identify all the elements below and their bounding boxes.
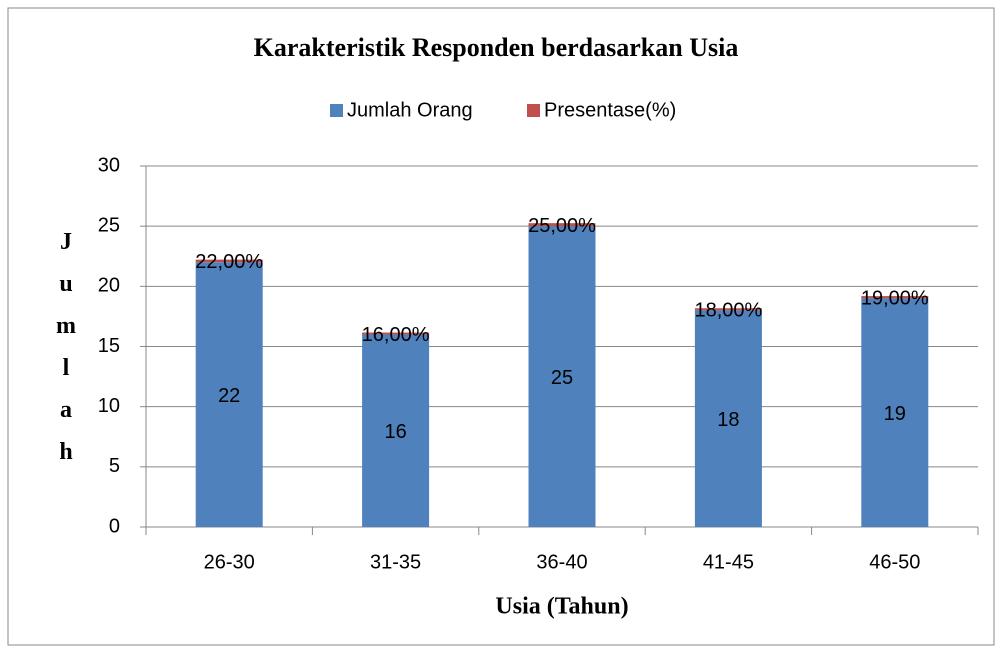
data-label: 25,00% (528, 215, 596, 237)
data-label: 25 (551, 367, 573, 389)
y-tick-label: 25 (98, 214, 120, 236)
x-tick-label: 26-30 (204, 551, 255, 573)
y-tick-label: 15 (98, 335, 120, 357)
legend-label: Presentase(%) (544, 99, 676, 121)
bar-segment (362, 332, 430, 335)
x-tick-label: 36-40 (536, 551, 587, 573)
data-label: 19 (884, 403, 906, 425)
bar-segment (362, 334, 430, 527)
data-label: 18 (717, 409, 739, 431)
bar-segment (195, 262, 263, 527)
legend-label: Jumlah Orang (347, 99, 473, 121)
x-axis-title: Usia (Tahun) (495, 594, 628, 620)
legend-swatch (330, 104, 343, 117)
data-label: 22 (218, 385, 240, 407)
y-tick-label: 30 (98, 154, 120, 176)
bar-segment (694, 308, 762, 311)
y-tick-label: 20 (98, 275, 120, 297)
x-tick-label: 41-45 (703, 551, 754, 573)
data-label: 19,00% (861, 288, 929, 310)
bar-segment (861, 298, 929, 527)
bar-segment (861, 296, 929, 299)
x-tick-label: 46-50 (869, 551, 920, 573)
chart-title: Karakteristik Responden berdasarkan Usia (254, 33, 739, 62)
data-label: 22,00% (195, 251, 263, 273)
y-tick-label: 5 (109, 455, 120, 477)
data-label: 16,00% (362, 324, 430, 346)
legend-swatch (527, 104, 540, 117)
data-label: 18,00% (694, 300, 762, 322)
y-tick-label: 10 (98, 395, 120, 417)
data-label: 16 (384, 421, 406, 443)
bar-segment (694, 310, 762, 527)
bar-segment (528, 223, 596, 227)
bar-segment (195, 259, 263, 263)
y-tick-label: 0 (109, 515, 120, 537)
x-tick-label: 31-35 (370, 551, 421, 573)
bar-segment (528, 226, 596, 527)
chart-frame (7, 7, 995, 646)
